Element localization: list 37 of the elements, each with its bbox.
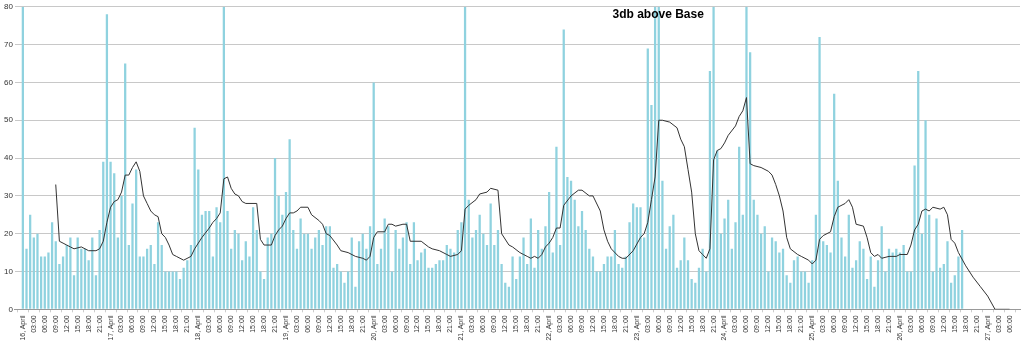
y-tick-label: 0 (8, 304, 14, 314)
bar (818, 37, 821, 309)
y-tick-label: 40 (3, 153, 14, 163)
bar (745, 6, 748, 309)
bar (935, 218, 938, 309)
bar (701, 248, 704, 309)
bar (522, 237, 525, 309)
bar (555, 146, 558, 309)
y-tick-label: 50 (3, 115, 14, 125)
bar (178, 279, 182, 309)
bar (946, 241, 949, 309)
bar (405, 222, 408, 309)
y-tick-label: 60 (3, 77, 14, 87)
y-tick-label: 80 (3, 2, 14, 11)
bar (639, 207, 642, 309)
bar (299, 218, 302, 309)
bar (712, 6, 715, 309)
bar (69, 237, 72, 309)
bar (204, 211, 207, 309)
bar (511, 256, 514, 309)
bar (36, 233, 39, 309)
bar (690, 279, 693, 309)
y-tick-label: 10 (3, 266, 14, 276)
bar (193, 127, 196, 309)
y-tick-label: 70 (3, 39, 14, 49)
bar (438, 260, 441, 309)
bar (606, 256, 609, 309)
y-tick-label: 30 (3, 191, 14, 201)
bar (394, 229, 397, 309)
bar (237, 233, 240, 309)
annotation: 3db above Base (612, 7, 705, 22)
y-tick-label: 20 (3, 228, 14, 238)
bar (902, 245, 905, 309)
bar (215, 207, 218, 309)
bar (672, 214, 675, 309)
bar (449, 248, 452, 309)
bar (924, 120, 927, 309)
